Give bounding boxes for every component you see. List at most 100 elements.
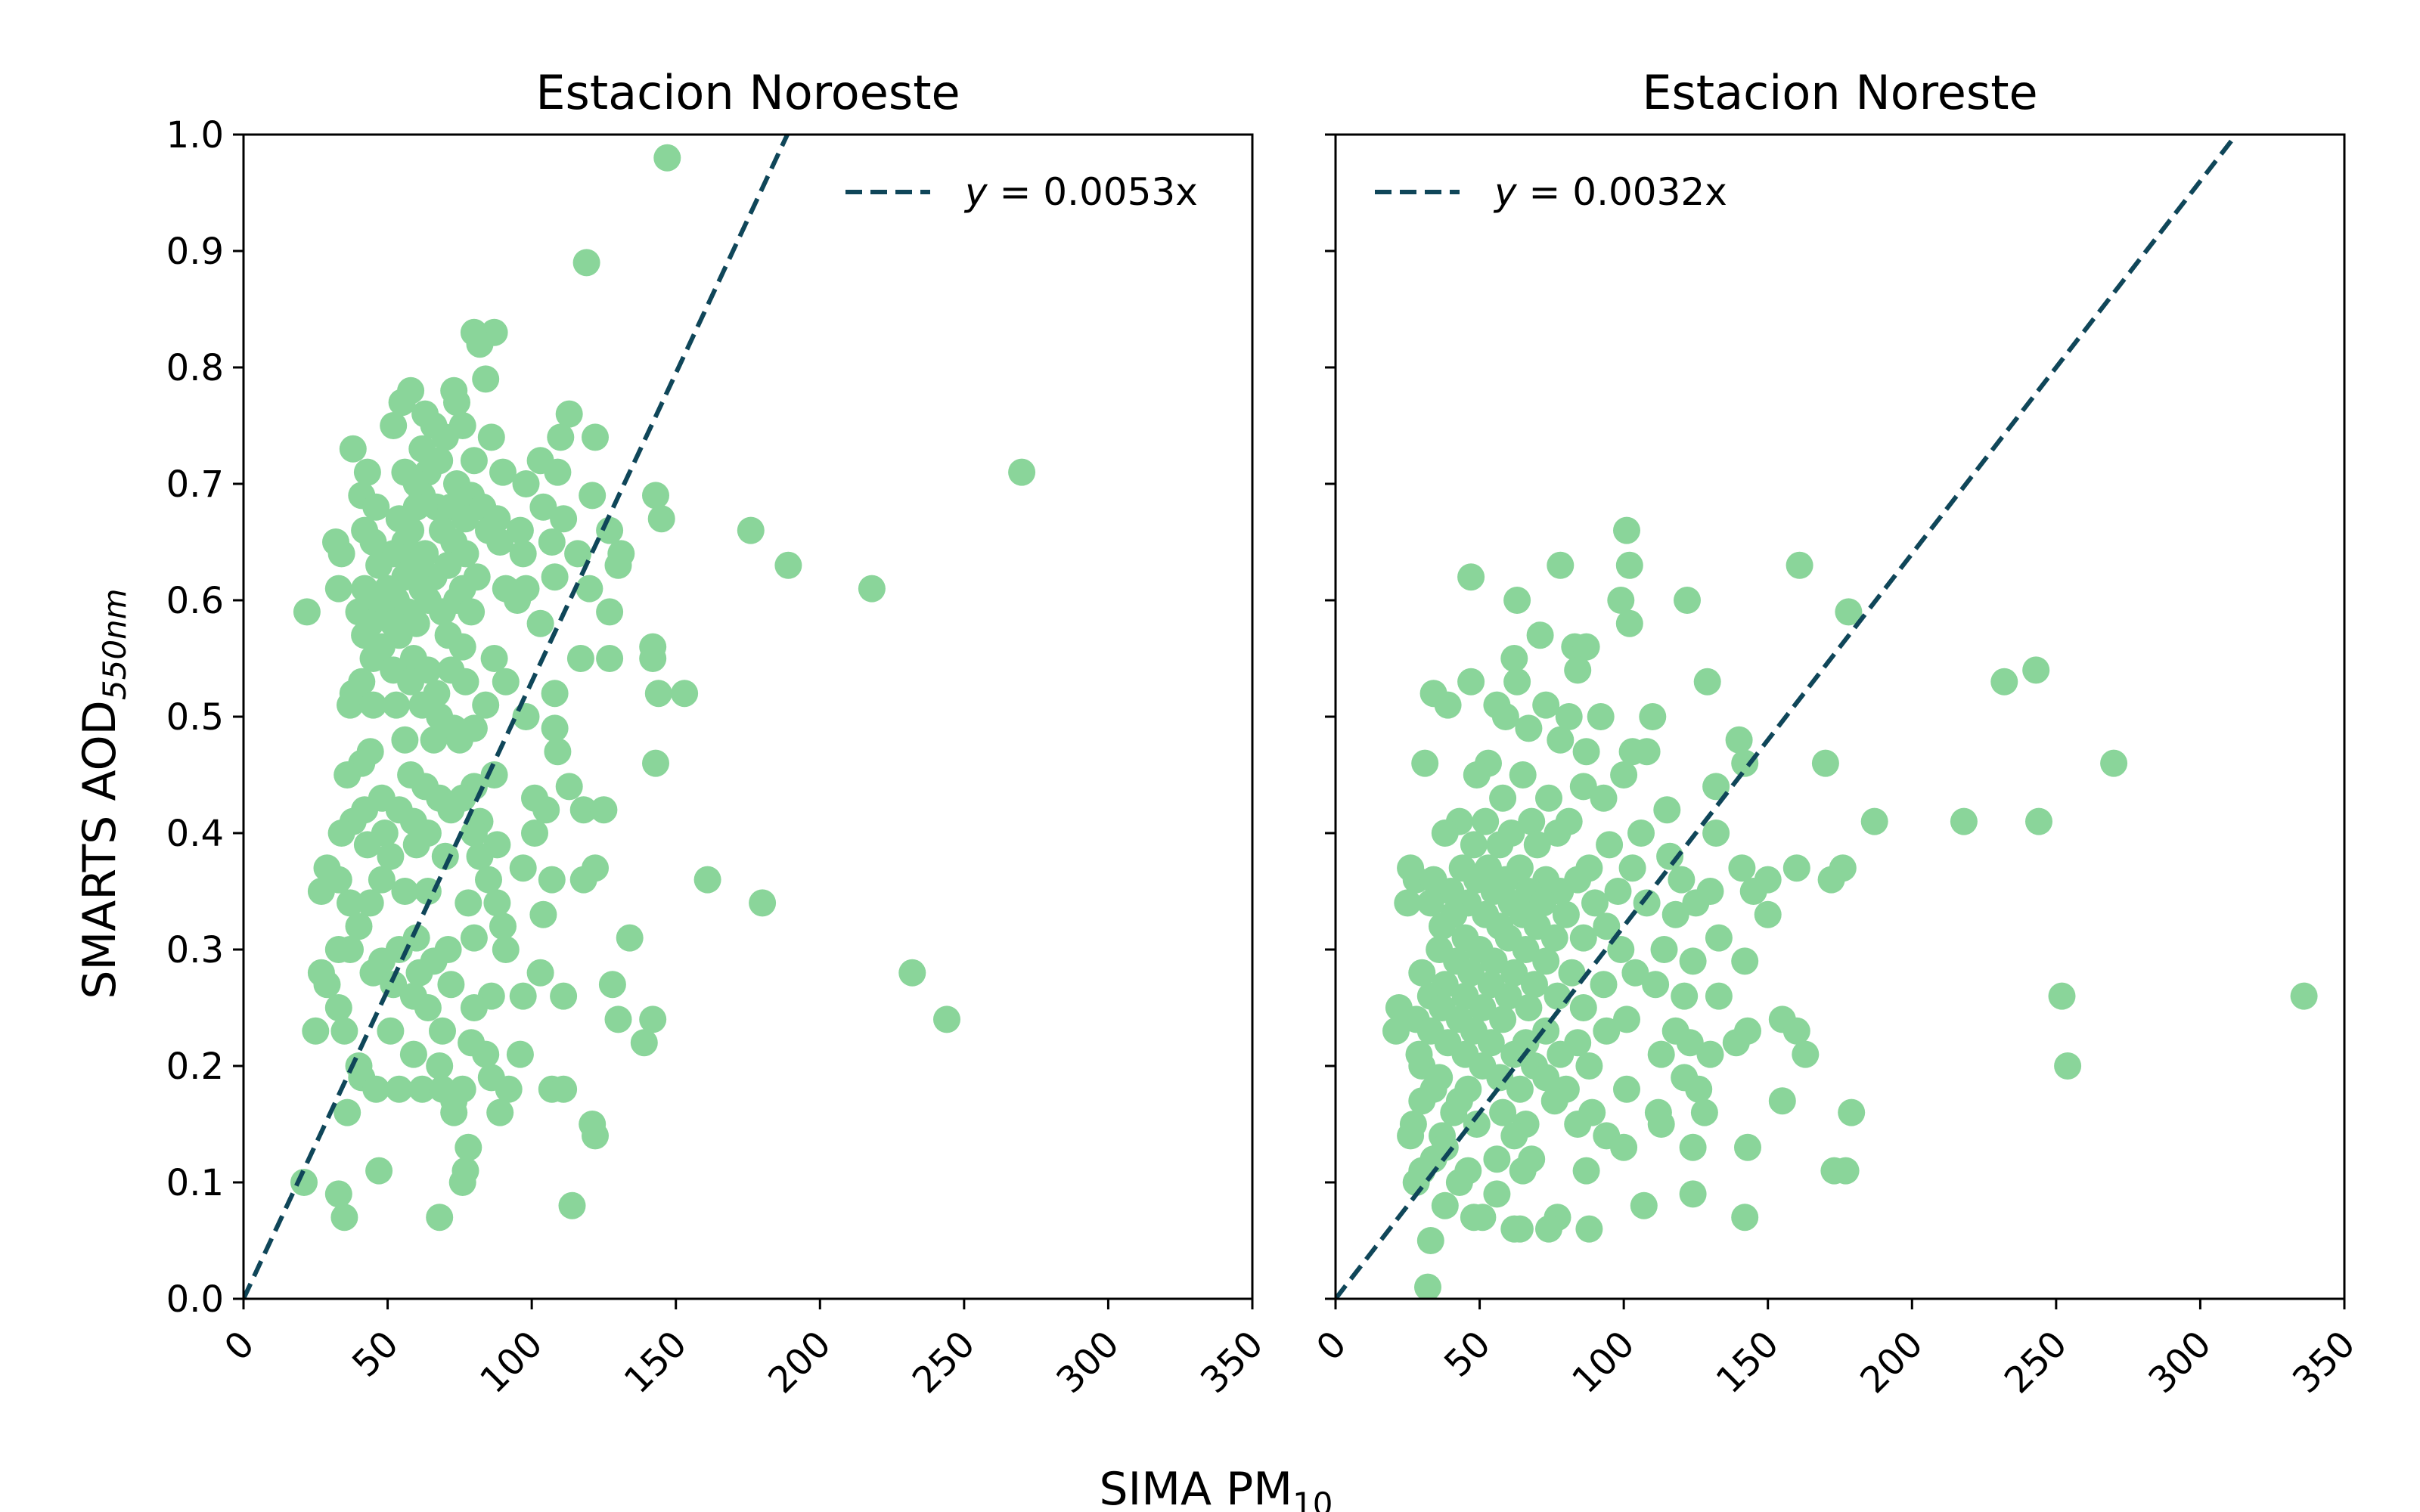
data-point — [353, 831, 381, 859]
data-point — [579, 482, 607, 510]
data-point — [1491, 703, 1519, 730]
data-point — [1754, 900, 1782, 928]
data-point — [1523, 831, 1551, 859]
data-point — [1639, 703, 1667, 730]
data-point — [1676, 1029, 1704, 1057]
x-tick-label: 0 — [1308, 1323, 1354, 1369]
data-point — [671, 680, 699, 708]
data-point — [2022, 656, 2050, 684]
data-point — [1544, 820, 1571, 847]
scatter-points-noreste — [1382, 516, 2318, 1299]
data-point — [492, 668, 520, 696]
data-point — [1705, 924, 1733, 952]
data-point — [1394, 889, 1422, 917]
data-point — [509, 982, 537, 1010]
data-point — [1590, 971, 1618, 999]
data-point — [437, 796, 465, 824]
data-point — [1547, 551, 1575, 579]
data-point — [1782, 1017, 1810, 1045]
x-tick-label: 0 — [216, 1323, 262, 1369]
data-point — [582, 423, 609, 451]
data-point — [1685, 1075, 1713, 1103]
data-point — [1722, 1029, 1750, 1057]
data-point — [1690, 1098, 1718, 1126]
data-point — [1817, 866, 1845, 894]
data-point — [385, 1075, 413, 1103]
data-point — [576, 575, 603, 603]
data-point — [1518, 807, 1546, 835]
data-point — [1607, 587, 1635, 614]
data-point — [1811, 749, 1839, 777]
data-point — [1416, 1227, 1444, 1254]
data-point — [1950, 807, 1978, 835]
data-point — [521, 820, 548, 847]
data-point — [472, 365, 500, 393]
data-point — [1633, 738, 1661, 766]
data-point — [1414, 1273, 1441, 1299]
data-point — [630, 1029, 658, 1057]
data-point — [1480, 947, 1508, 975]
data-point — [550, 1075, 578, 1103]
data-point — [1731, 947, 1759, 975]
data-point — [555, 773, 583, 801]
data-point — [555, 400, 583, 428]
data-point — [541, 563, 569, 591]
x-tick-label: 50 — [1436, 1323, 1499, 1386]
data-point — [1734, 1133, 1761, 1161]
data-point — [1483, 1180, 1511, 1208]
data-point — [337, 691, 364, 719]
data-point — [1832, 1157, 1860, 1185]
data-point — [529, 493, 557, 521]
data-point — [644, 680, 672, 708]
data-point — [639, 645, 667, 672]
data-point — [405, 959, 433, 987]
data-point — [1535, 784, 1562, 812]
legend-label: y = 0.0053x — [963, 170, 1198, 214]
data-point — [359, 528, 387, 556]
data-point — [1431, 820, 1459, 847]
data-point — [1731, 749, 1759, 777]
data-point — [858, 575, 886, 603]
data-point — [1434, 691, 1462, 719]
data-point — [1397, 1122, 1425, 1150]
data-point — [1613, 1075, 1640, 1103]
data-point — [1416, 889, 1444, 917]
data-point — [749, 889, 777, 917]
y-tick-label: 0.2 — [166, 1046, 224, 1088]
data-point — [1682, 889, 1710, 917]
data-point — [480, 645, 508, 672]
data-point — [541, 714, 569, 742]
data-point — [290, 1169, 318, 1196]
data-point — [504, 587, 532, 614]
data-point — [1668, 866, 1696, 894]
data-point — [1661, 900, 1689, 928]
x-tick-label: 350 — [1193, 1323, 1271, 1402]
y-tick-label: 0.8 — [166, 347, 224, 389]
data-point — [933, 1005, 960, 1033]
data-point — [1613, 1005, 1640, 1033]
legend-equation: 0.0032x — [1572, 170, 1727, 214]
data-point — [1411, 749, 1439, 777]
data-point — [1512, 936, 1540, 963]
data-point — [1610, 1133, 1638, 1161]
data-point — [1647, 1040, 1675, 1068]
fit-line-noreste — [1336, 135, 2238, 1299]
data-point — [1587, 703, 1615, 730]
data-point — [1705, 982, 1733, 1010]
data-point — [489, 458, 517, 486]
data-point — [509, 540, 537, 568]
data-point — [1431, 1191, 1459, 1219]
data-point — [572, 249, 600, 277]
data-point — [1552, 900, 1580, 928]
data-point — [1509, 1157, 1537, 1185]
data-point — [1540, 924, 1568, 952]
data-point — [477, 423, 505, 451]
data-point — [345, 912, 373, 940]
data-point — [1500, 1122, 1528, 1150]
x-tick-label: 300 — [1048, 1323, 1127, 1402]
data-point — [1593, 912, 1621, 940]
data-point — [475, 866, 502, 894]
data-point — [377, 842, 405, 870]
data-point — [1786, 551, 1813, 579]
